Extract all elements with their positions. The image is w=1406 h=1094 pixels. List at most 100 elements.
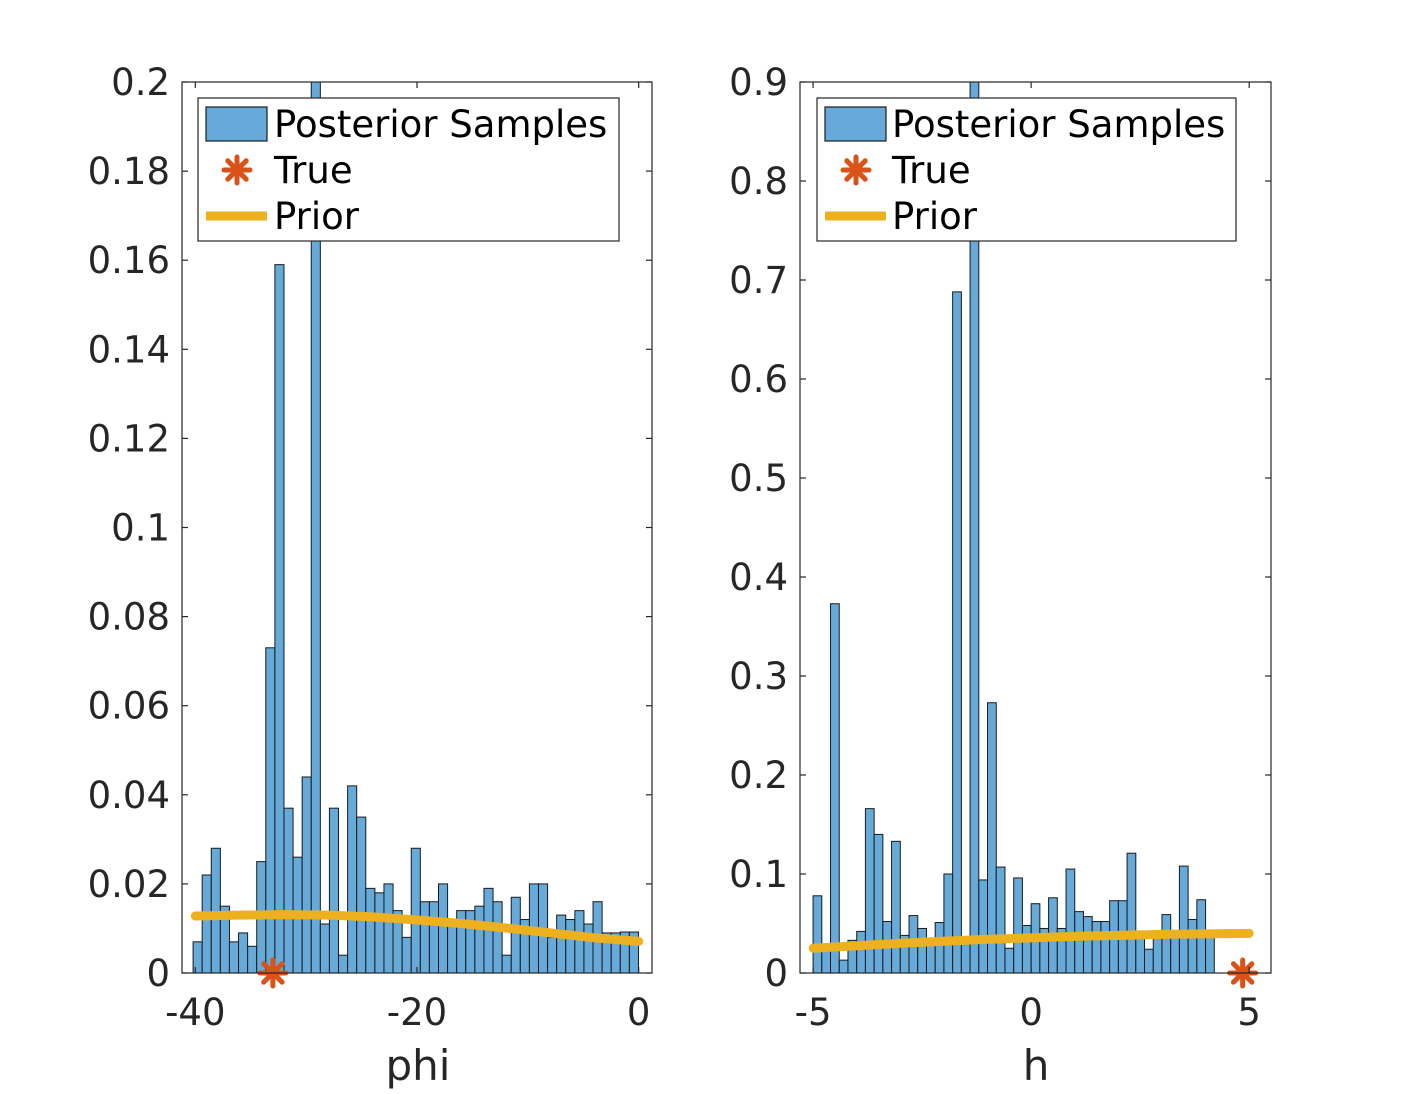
phi-histogram-bar (238, 932, 249, 973)
h-histogram-bar (1074, 911, 1084, 973)
h-ytick-label: 0 (764, 952, 788, 995)
h-ytick-label: 0.3 (729, 655, 788, 698)
h-histogram-bar (1135, 936, 1146, 973)
phi-histogram-bar (310, 82, 321, 973)
h-histogram-bar (873, 833, 884, 973)
phi-histogram-bar (247, 945, 258, 973)
phi-xtick-label: 0 (627, 991, 651, 1034)
h-histogram-bar (1091, 921, 1102, 973)
phi-ytick-label: 0.02 (88, 863, 170, 906)
h-histogram-bar (1187, 919, 1198, 973)
phi-histogram-bar (319, 923, 330, 973)
h-legend-swatch-posterior (824, 106, 887, 142)
phi-legend-label-posterior: Posterior Samples (274, 103, 607, 146)
h-histogram-bar (934, 922, 945, 973)
phi-histogram-bar (274, 264, 285, 973)
phi-histogram-bar (328, 807, 340, 973)
phi-xlabel: phi (386, 1041, 451, 1090)
h-histogram-bar (917, 927, 927, 973)
phi-ytick-label: 0.2 (111, 61, 170, 104)
h-histogram-bar (1161, 914, 1172, 973)
h-histogram-bar (969, 82, 980, 973)
phi-histogram-bar (356, 816, 367, 973)
h-histogram-bar (1021, 924, 1032, 973)
phi-histogram-bar (447, 923, 458, 973)
phi-ytick-label: 0.04 (88, 774, 170, 817)
h-histogram-bar (1178, 865, 1189, 973)
h-histogram-bar (891, 840, 901, 973)
h-histogram-bar (1126, 852, 1137, 973)
phi-histogram-bar (419, 901, 430, 973)
h-histogram-bar (1144, 948, 1154, 973)
phi-legend: Posterior Samples True Prior (197, 97, 620, 242)
phi-histogram-bar (410, 847, 421, 973)
h-prior-curve (808, 928, 1254, 953)
phi-histogram-bar (556, 914, 567, 973)
phi-histogram-bar (201, 874, 212, 973)
phi-ytick-label: 0 (146, 952, 170, 995)
h-ytick-label: 0.8 (729, 160, 788, 203)
h-ytick-label: 0.9 (729, 61, 788, 104)
h-ytick-label: 0.7 (729, 259, 788, 302)
h-histogram-bar (995, 866, 1006, 973)
phi-legend-label-prior: Prior (274, 195, 360, 238)
h-histogram-bar (1170, 936, 1180, 973)
phi-prior (190, 910, 644, 946)
phi-legend-true-marker (221, 154, 253, 186)
phi-histogram-bar (265, 647, 276, 973)
h-histogram-bar (812, 895, 823, 973)
phi-histogram-bar (192, 941, 203, 973)
phi-histogram-bar (547, 936, 558, 973)
phi-histogram-bar (583, 923, 594, 973)
phi-xtick-label: -40 (165, 991, 225, 1034)
phi-histogram-bar (510, 896, 521, 973)
phi-histogram-bar (438, 883, 449, 973)
phi-histogram-bar (347, 785, 358, 973)
h-xtick-label: -5 (795, 991, 832, 1034)
h-histogram-bar (987, 702, 997, 973)
h-histogram-bar (943, 873, 954, 973)
h-ytick-label: 0.6 (729, 358, 788, 401)
h-xtick-label: 5 (1237, 991, 1261, 1034)
phi-legend-star-stroke (225, 158, 249, 182)
phi-histogram-bar (374, 892, 385, 973)
phi-histogram-bar (474, 905, 485, 973)
phi-axes: 0 0.02 0.04 0.06 0.08 0.1 0.12 0.14 0.16 0.18 0.2 -… (88, 61, 653, 1034)
phi-ytick-label: 0.18 (88, 150, 170, 193)
h-ytick-label: 0.1 (729, 853, 788, 896)
h-histogram-bar (1152, 936, 1163, 973)
phi-histogram-bar (283, 807, 294, 973)
phi-histogram-bar (401, 936, 412, 973)
h-legend-label-prior: Prior (892, 195, 978, 238)
h-histogram-bar (838, 959, 849, 973)
h-legend-star-stroke (844, 158, 868, 182)
h-prior (808, 928, 1254, 953)
h-histogram-bar (1100, 921, 1111, 973)
phi-histogram-bar (338, 954, 349, 973)
h-ytick-label: 0.5 (729, 457, 788, 500)
phi-histogram-bar (501, 954, 512, 973)
h-histogram-bar (978, 879, 989, 973)
phi-histogram-bar (301, 776, 312, 973)
phi-histogram-bar (492, 901, 503, 973)
phi-histogram-bar (210, 847, 221, 973)
h-histogram-bar (952, 291, 962, 973)
h-legend-label-true: True (891, 149, 971, 192)
phi-ytick-label: 0.12 (88, 417, 170, 460)
h-histogram-bar (856, 930, 866, 973)
h-histogram-bar (1082, 916, 1093, 973)
phi-histogram-bar (428, 901, 440, 973)
phi-histogram-bar (365, 887, 376, 973)
h-histogram-panel: 00.10.20.30.40.50.60.70.80.9-5 0 5 h Poste… (729, 61, 1272, 1090)
phi-ytick-label: 0.06 (88, 685, 170, 728)
phi-legend-swatch-posterior (205, 106, 268, 142)
h-histogram-bar (1205, 932, 1215, 973)
phi-ytick-label: 0.08 (88, 596, 170, 639)
h-legend: Posterior Samples True Prior (816, 97, 1237, 242)
h-histogram-bar (1013, 877, 1023, 973)
phi-ytick-label: 0.14 (88, 328, 170, 371)
h-xtick-label: 0 (1019, 991, 1043, 1034)
h-ytick-label: 0.4 (729, 556, 788, 599)
phi-histogram-panel: 0 0.02 0.04 0.06 0.08 0.1 0.12 0.14 0.16 0.18 0.2 -… (88, 61, 653, 1090)
